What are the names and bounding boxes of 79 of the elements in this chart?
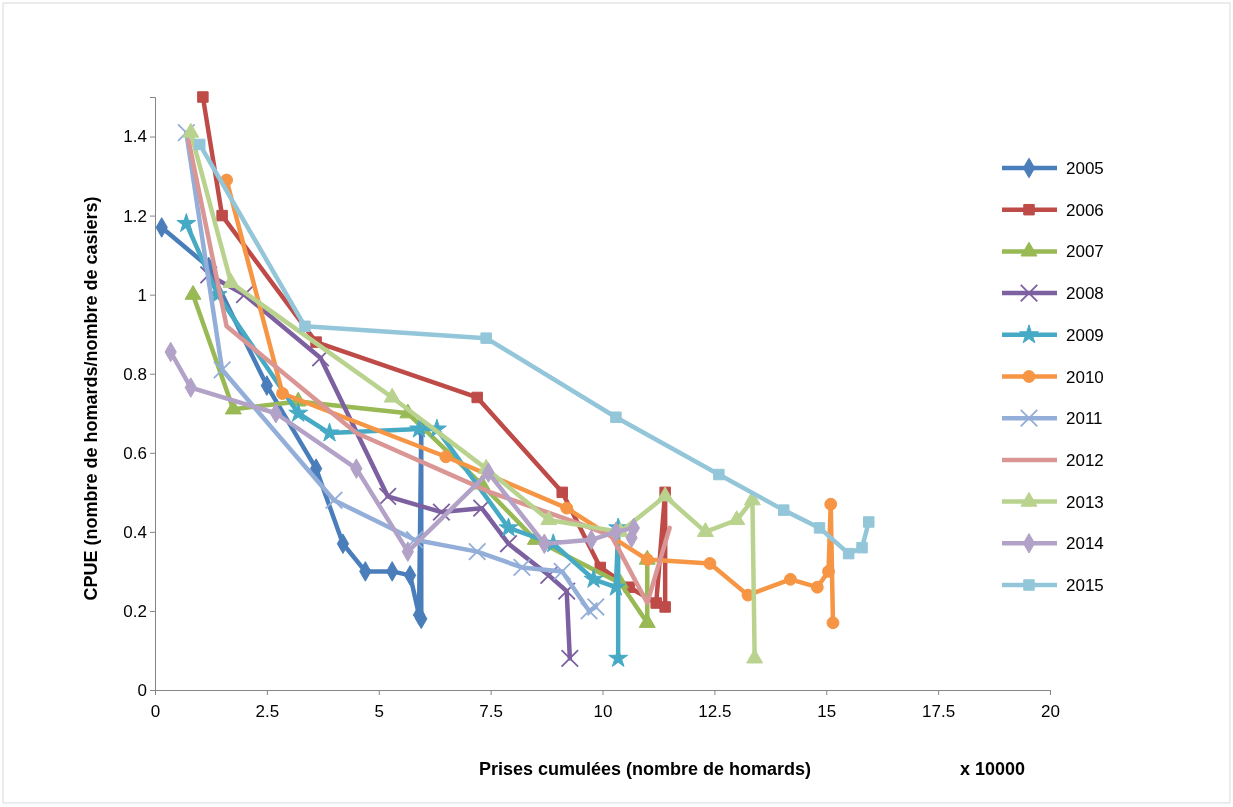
point [863,516,875,528]
point [471,391,483,404]
point [405,530,424,549]
y-tick-label: 0.2 [123,601,147,621]
point [216,209,228,222]
point [512,558,532,577]
point [703,557,717,570]
y-tick-label: 0 [137,680,147,700]
legend-label: 2009 [1066,325,1104,345]
legend-label: 2014 [1066,534,1104,554]
point [324,491,344,510]
x-tick-label: 15 [817,701,837,721]
point [197,91,209,103]
point [498,517,519,537]
point [499,534,518,553]
y-tick-label: 1.4 [123,127,147,147]
legend-label: 2012 [1066,450,1104,470]
point [378,487,397,506]
point [288,402,309,422]
point [557,582,576,601]
x-tick-label: 0 [150,701,161,721]
point [311,348,330,368]
point [540,510,558,526]
point [586,597,605,617]
point [728,510,746,526]
y-tick-label: 1.2 [123,206,147,226]
point [472,498,491,518]
point [409,418,429,438]
point [842,547,855,560]
legend-label: 2015 [1066,576,1104,595]
legend-label: 2006 [1066,200,1104,220]
point [439,450,453,464]
y-tick-label: 0.8 [123,364,147,384]
point [176,213,197,233]
x-tick-label: 7.5 [479,701,503,721]
y-axis-title: CPUE (nombre de homards/nombre de casiers) [81,196,101,601]
x-tick-label: 20 [1041,701,1060,721]
point [480,332,492,344]
y-tick-label: 0.4 [123,522,147,542]
x-tick-label: 2.5 [255,701,280,721]
legend-label: 2005 [1066,159,1104,178]
point [640,553,654,566]
point [813,522,826,534]
legend-label: 2007 [1066,242,1104,262]
point [826,616,840,630]
point [276,387,289,400]
y-tick-label: 0.6 [123,443,147,463]
point [432,502,451,522]
point [556,486,568,499]
x-tick-label: 12.5 [698,701,732,721]
point [659,601,671,613]
point [299,320,311,333]
x-tick-label: 5 [374,701,384,721]
x-axis-title: Prises cumulées (nombre de homards) [478,759,812,779]
point [713,468,725,481]
x-tick-label: 17.5 [922,701,956,721]
text: x 10000 [960,759,1026,779]
point [579,601,599,621]
legend-label: 2013 [1066,492,1104,512]
point [784,572,797,586]
legend-label: 2011 [1066,409,1103,429]
point [212,360,232,379]
point [777,504,790,516]
point [856,541,868,554]
point [468,542,487,561]
legend-label: 2008 [1066,284,1104,304]
point [560,501,574,515]
point [610,411,622,423]
y-tick-label: 1 [137,285,147,305]
x-tick-label: 10 [593,701,613,721]
point [560,649,579,668]
point [810,580,824,594]
point [194,138,206,151]
point [824,497,838,511]
legend-label: 2010 [1066,367,1104,387]
point [822,564,835,578]
point [553,562,572,581]
point [319,422,340,442]
point [583,568,604,588]
